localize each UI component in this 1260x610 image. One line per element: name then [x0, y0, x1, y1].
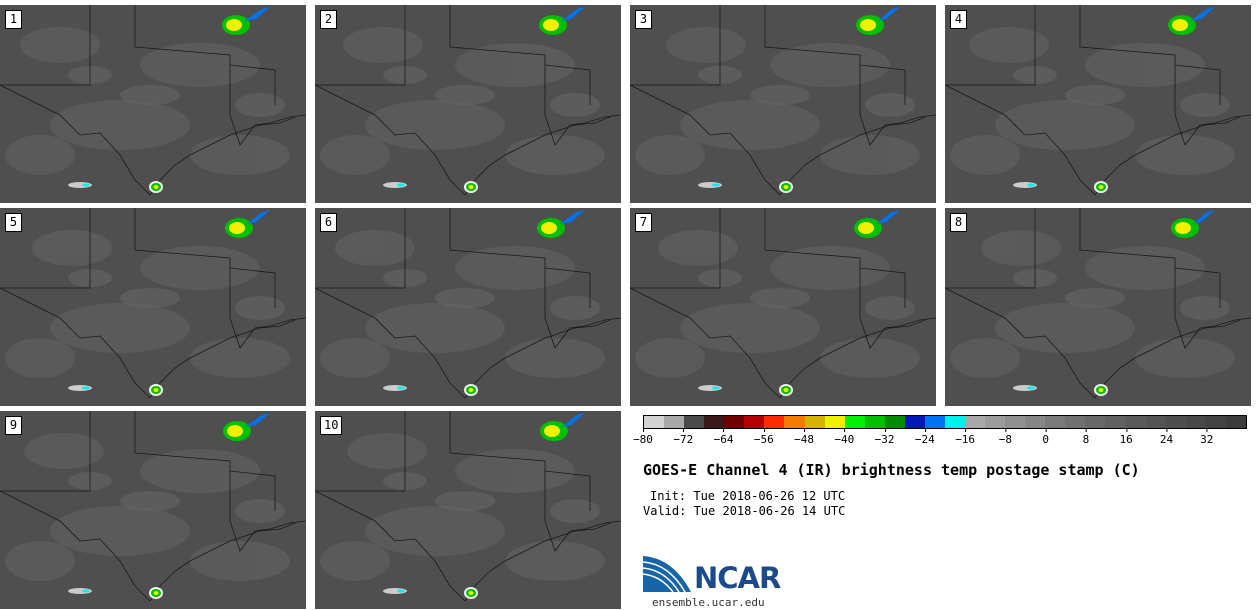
ensemble-panel: 5 — [0, 208, 306, 406]
colorbar-bin — [1005, 416, 1026, 428]
satellite-map — [0, 5, 306, 203]
ncar-logo-text: NCAR — [694, 561, 781, 595]
colorbar-bin — [1125, 416, 1146, 428]
ensemble-panel: 10 — [315, 411, 621, 609]
colorbar-tick-label: −24 — [915, 428, 935, 446]
colorbar-tick-label: −40 — [834, 428, 854, 446]
site-url[interactable]: ensemble.ucar.edu — [652, 596, 765, 609]
colorbar-tick-label: 32 — [1200, 428, 1213, 446]
satellite-map — [0, 411, 306, 609]
colorbar-bin — [704, 416, 725, 428]
colorbar-bin — [904, 416, 925, 428]
colorbar-bin — [864, 416, 885, 428]
colorbar-tick-label: −32 — [875, 428, 895, 446]
colorbar-bin — [764, 416, 785, 428]
colorbar-bin — [1185, 416, 1206, 428]
colorbar-bin — [1025, 416, 1046, 428]
ncar-logo-icon — [643, 556, 691, 593]
colorbar-tick-label: −16 — [955, 428, 975, 446]
colorbar-bin — [664, 416, 685, 428]
panel-number-label: 9 — [5, 416, 22, 435]
colorbar-tick-label: 24 — [1160, 428, 1173, 446]
colorbar-bin — [884, 416, 905, 428]
colorbar-bin — [1165, 416, 1186, 428]
colorbar-bin — [965, 416, 986, 428]
init-time: Init: Tue 2018-06-26 12 UTC — [650, 489, 846, 503]
colorbar-bin — [804, 416, 825, 428]
ensemble-panel: 3 — [630, 5, 936, 203]
colorbar-bin — [744, 416, 765, 428]
colorbar-bin — [1225, 416, 1246, 428]
satellite-map — [630, 208, 936, 406]
ensemble-panel: 6 — [315, 208, 621, 406]
colorbar-tick-label: 16 — [1120, 428, 1133, 446]
colorbar-bin — [784, 416, 805, 428]
ensemble-panel: 4 — [945, 5, 1251, 203]
panel-number-label: 8 — [950, 213, 967, 232]
plot-title: GOES-E Channel 4 (IR) brightness temp po… — [643, 461, 1140, 479]
colorbar-bin — [684, 416, 705, 428]
panel-number-label: 1 — [5, 10, 22, 29]
ensemble-panel: 7 — [630, 208, 936, 406]
panel-number-label: 7 — [635, 213, 652, 232]
valid-time: Valid: Tue 2018-06-26 14 UTC — [643, 504, 846, 518]
ensemble-panel: 1 — [0, 5, 306, 203]
colorbar-tick-label: −80 — [633, 428, 653, 446]
colorbar-bin — [924, 416, 945, 428]
colorbar-bin — [644, 416, 665, 428]
colorbar-tick-label: −56 — [754, 428, 774, 446]
colorbar-ticks: −80 −72 −64 −56 −48 −40 −32 −24 −16 −8 0 8 16 24 32 — [633, 428, 1247, 448]
colorbar-bin — [1065, 416, 1086, 428]
satellite-map — [315, 411, 621, 609]
colorbar-tick-label: −64 — [714, 428, 733, 446]
panel-number-label: 6 — [320, 213, 337, 232]
panel-number-label: 4 — [950, 10, 967, 29]
colorbar-bin — [724, 416, 745, 428]
colorbar-tick-label: −8 — [999, 428, 1012, 446]
satellite-map — [630, 5, 936, 203]
colorbar-bin — [1085, 416, 1106, 428]
ensemble-panel: 8 — [945, 208, 1251, 406]
colorbar-bin — [844, 416, 865, 428]
ensemble-panel: 2 — [315, 5, 621, 203]
colorbar-tick-label: −48 — [794, 428, 814, 446]
satellite-map — [0, 208, 306, 406]
panel-number-label: 5 — [5, 213, 22, 232]
colorbar-bin — [985, 416, 1006, 428]
panel-number-label: 10 — [320, 416, 343, 435]
satellite-map — [945, 5, 1251, 203]
satellite-map — [945, 208, 1251, 406]
colorbar-bin — [1205, 416, 1226, 428]
colorbar-bin — [944, 416, 965, 428]
satellite-map — [315, 5, 621, 203]
colorbar-bin — [1105, 416, 1126, 428]
ensemble-panel: 9 — [0, 411, 306, 609]
colorbar — [643, 415, 1247, 429]
satellite-map — [315, 208, 621, 406]
panel-number-label: 2 — [320, 10, 337, 29]
colorbar-bin — [824, 416, 845, 428]
colorbar-tick-label: −72 — [673, 428, 693, 446]
colorbar-bin — [1045, 416, 1066, 428]
panel-number-label: 3 — [635, 10, 652, 29]
colorbar-tick-label: 8 — [1083, 428, 1089, 446]
colorbar-tick-label: 0 — [1042, 428, 1049, 446]
colorbar-bin — [1145, 416, 1166, 428]
